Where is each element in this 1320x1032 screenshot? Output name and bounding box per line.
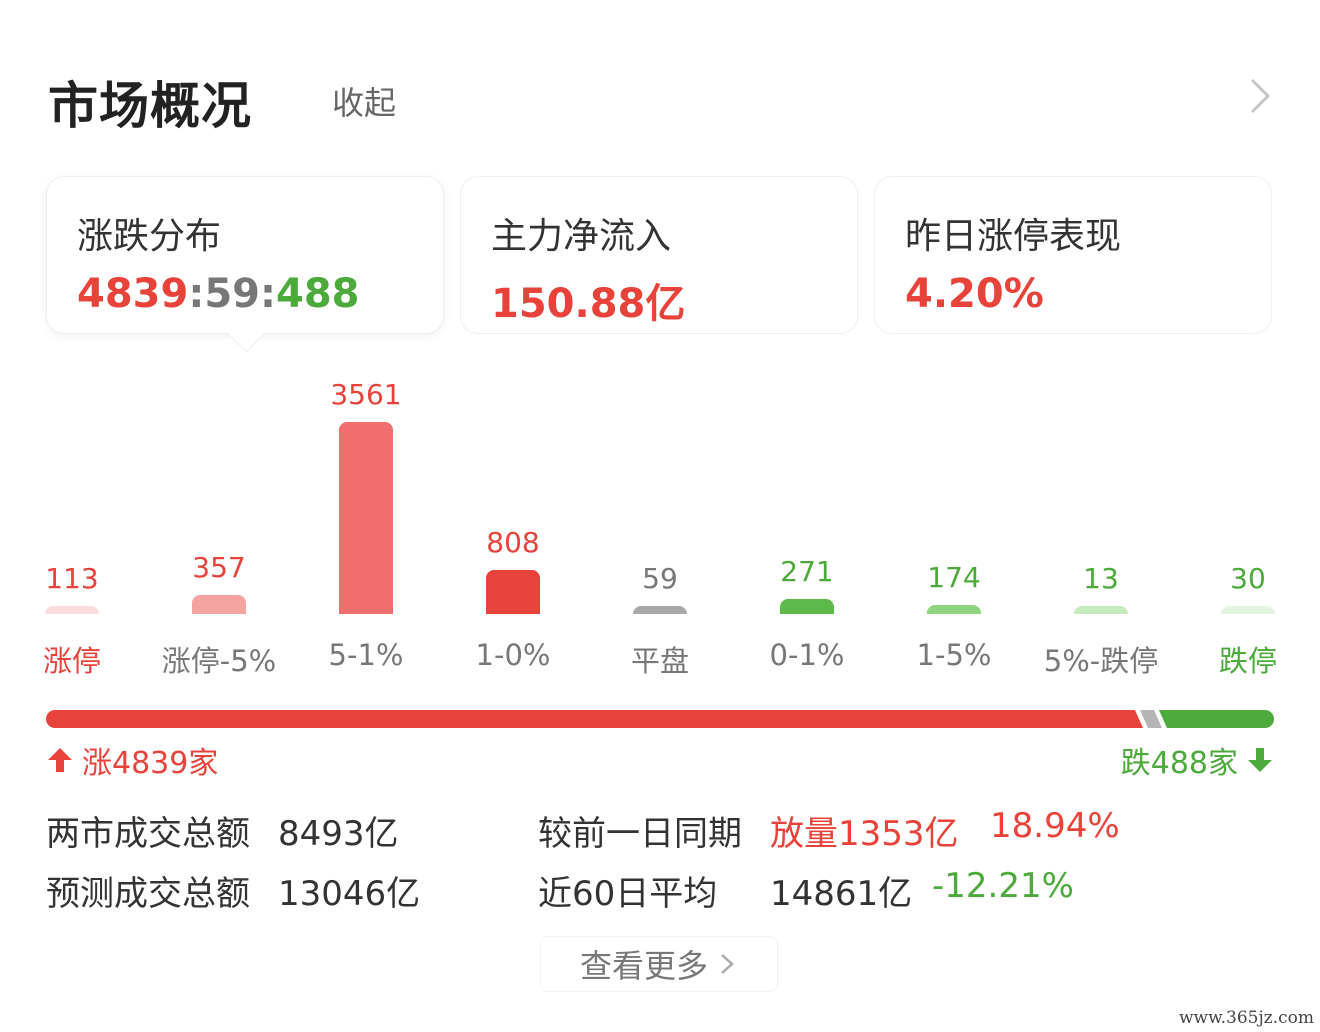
arrow-up-icon [48, 748, 72, 772]
ratio-separator: : [260, 271, 276, 317]
progress-rise-segment [46, 710, 1143, 728]
bar-value-label: 59 [642, 562, 678, 595]
rise-total-label: 涨4839家 [82, 746, 219, 781]
card-rise-fall[interactable]: 涨跌分布 4839:59:488 [46, 176, 444, 353]
average-percent: -12.21% [932, 866, 1074, 906]
bar-category-label: 1-5% [916, 638, 992, 672]
rise-fall-progress-bar [46, 710, 1274, 728]
bar-group: 357 涨停-5% [149, 360, 289, 690]
rise-count: 4839 [77, 271, 189, 317]
rise-legend: 涨4839家 [46, 738, 218, 782]
turnover-label: 两市成交总额 [46, 814, 250, 854]
rise-fall-distribution-chart: 113 涨停 357 涨停-5% 3561 5-1% 808 1-0% 59 平盘 271 0-1% 1… [0, 360, 1320, 690]
average-value: 14861亿 [770, 874, 913, 914]
fall-count: 488 [276, 271, 360, 317]
forecast-value: 13046亿 [278, 874, 421, 914]
bar [1074, 606, 1128, 614]
card-limit-up-performance[interactable]: 昨日涨停表现 4.20% [874, 176, 1272, 334]
bar-category-label: 5%-跌停 [1043, 644, 1159, 678]
bar-value-label: 271 [780, 555, 834, 588]
bar [633, 606, 687, 614]
bar-value-label: 174 [927, 561, 981, 594]
fall-legend: 跌488家 [1121, 738, 1274, 782]
summary-cards: 涨跌分布 4839:59:488 主力净流入 150.88亿 昨日涨停表现 4.… [46, 176, 1274, 353]
card-net-inflow[interactable]: 主力净流入 150.88亿 [460, 176, 858, 334]
card-label: 涨跌分布 [77, 216, 222, 257]
collapse-button[interactable]: 收起 [332, 84, 397, 122]
bar-group: 3561 5-1% [296, 360, 436, 690]
card-pointer [227, 314, 266, 353]
bar-group: 13 5%-跌停 [1031, 360, 1171, 690]
bar [339, 422, 393, 614]
bar-category-label: 涨停 [42, 644, 101, 678]
card-label: 昨日涨停表现 [905, 216, 1122, 257]
bar [780, 599, 834, 614]
average-label: 近60日平均 [538, 874, 718, 914]
rise-fall-ratio: 4839:59:488 [77, 271, 360, 317]
bar-value-label: 3561 [330, 378, 402, 411]
bar-category-label: 5-1% [328, 638, 404, 672]
compare-value: 放量1353亿 [770, 814, 959, 854]
view-more-label: 查看更多 [579, 947, 708, 985]
forecast-label: 预测成交总额 [46, 874, 250, 914]
bar-category-label: 跌停 [1218, 644, 1277, 678]
watermark: www.365jz.com [1179, 1008, 1314, 1028]
header: 市场概况 收起 [48, 62, 1284, 135]
progress-flat-segment [1140, 710, 1162, 728]
chevron-right-icon [721, 954, 734, 974]
net-inflow-value: 150.88亿 [491, 281, 686, 327]
bar-group: 113 涨停 [2, 360, 142, 690]
bar-category-label: 0-1% [769, 638, 845, 672]
bar-group: 59 平盘 [590, 360, 730, 690]
compare-label: 较前一日同期 [538, 814, 742, 854]
turnover-value: 8493亿 [278, 814, 399, 854]
progress-fall-segment [1159, 710, 1274, 728]
bar-group: 174 1-5% [884, 360, 1024, 690]
bar-value-label: 30 [1230, 562, 1266, 595]
bar-value-label: 357 [192, 551, 246, 584]
bar-category-label: 涨停-5% [161, 644, 277, 678]
page-title: 市场概况 [48, 77, 252, 135]
limit-up-performance-value: 4.20% [905, 271, 1044, 317]
bar-group: 30 跌停 [1178, 360, 1318, 690]
chevron-right-icon[interactable] [1240, 76, 1280, 116]
bar-value-label: 13 [1083, 562, 1119, 595]
view-more-button[interactable]: 查看更多 [540, 936, 778, 992]
card-label: 主力净流入 [491, 216, 672, 257]
flat-count: 59 [204, 271, 260, 317]
bar-value-label: 113 [45, 562, 99, 595]
bar-category-label: 平盘 [630, 644, 689, 678]
ratio-separator: : [188, 271, 205, 317]
fall-total-label: 跌488家 [1120, 746, 1238, 781]
compare-percent: 18.94% [990, 806, 1120, 846]
bar-value-label: 808 [486, 526, 540, 559]
bar [192, 595, 246, 614]
bar [486, 570, 540, 614]
bar-category-label: 1-0% [475, 638, 551, 672]
bar [927, 605, 981, 614]
arrow-down-icon [1248, 748, 1272, 772]
bar-group: 271 0-1% [737, 360, 877, 690]
bar-group: 808 1-0% [443, 360, 583, 690]
bar [45, 606, 99, 614]
bar [1221, 606, 1275, 614]
